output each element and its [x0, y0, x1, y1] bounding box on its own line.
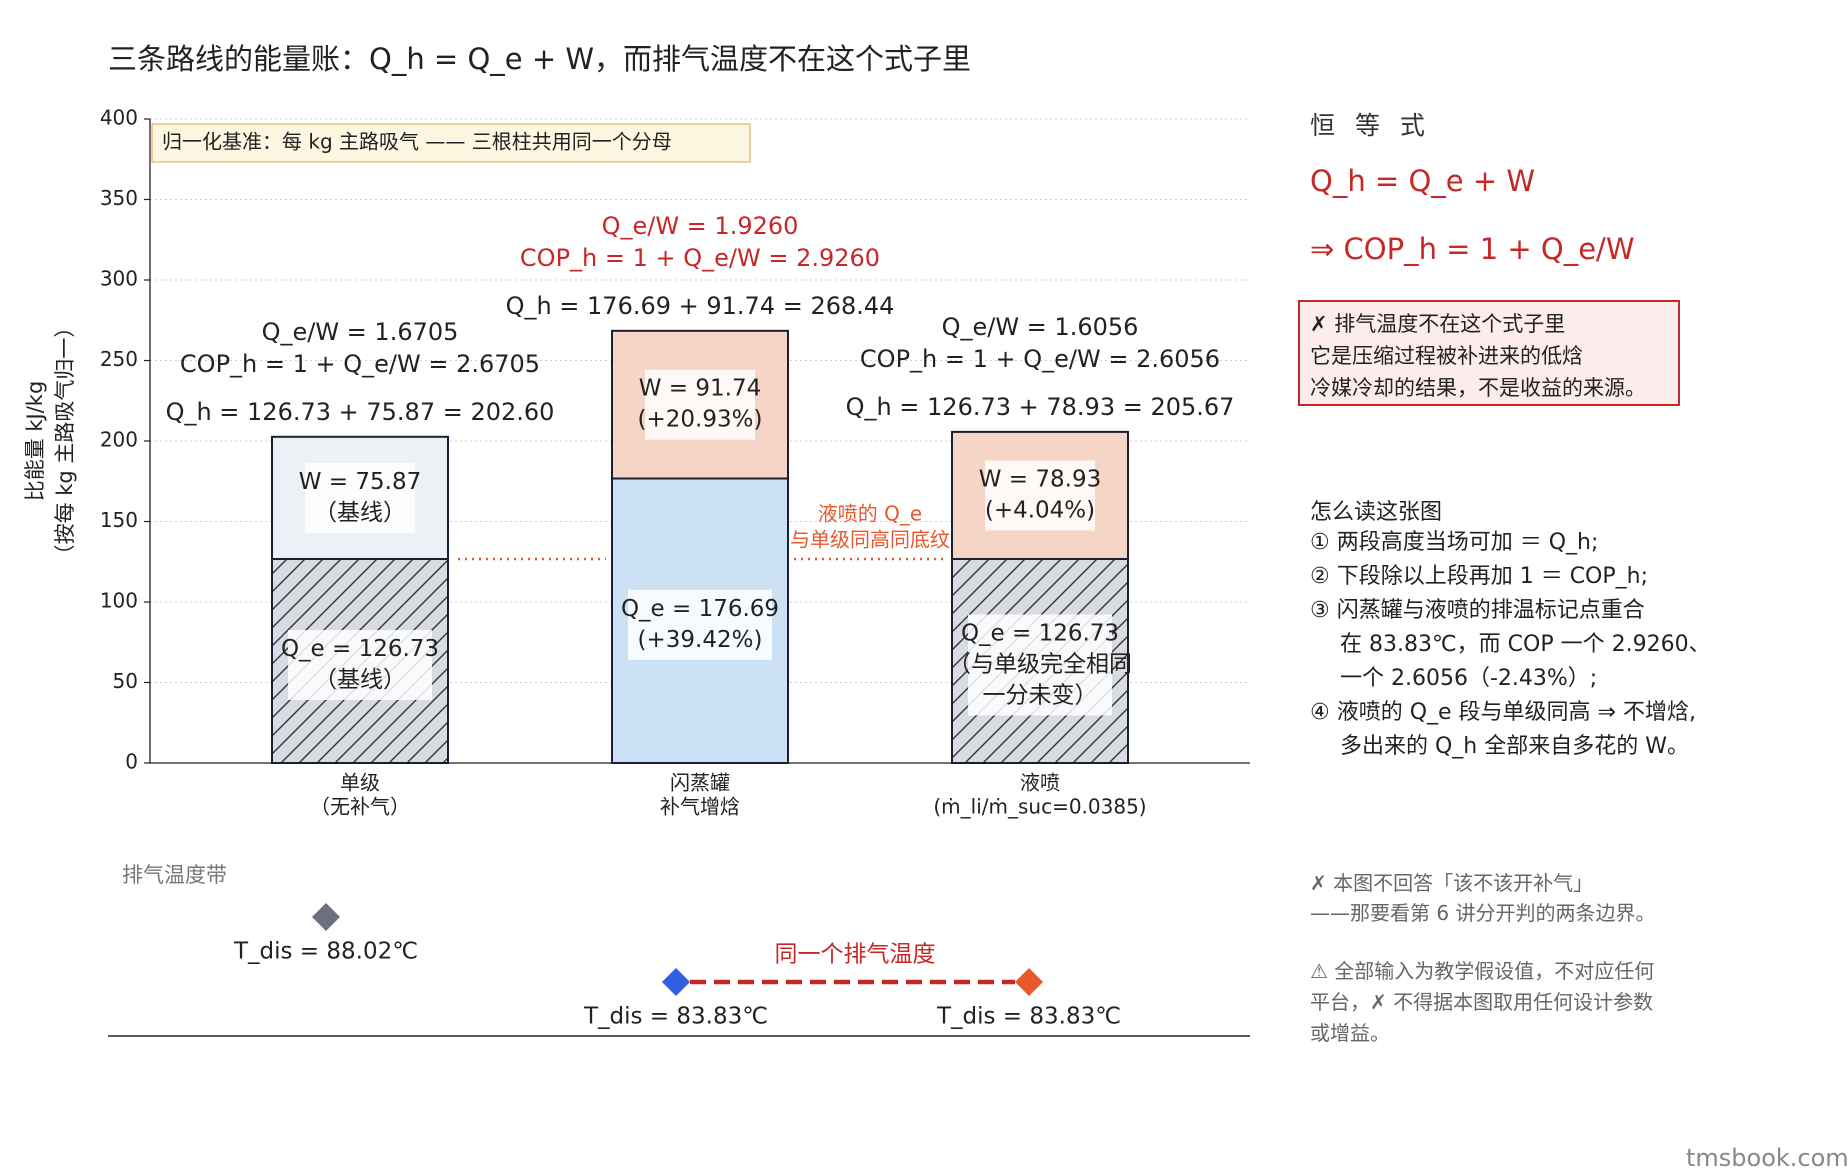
x-tick-label: (ṁ_li/ṁ_suc=0.0385) — [933, 795, 1146, 819]
howto-line: ② 下段除以上段再加 1 ＝ COP_h; — [1310, 564, 1648, 589]
q_e-data-label: (+39.42%) — [638, 627, 763, 653]
note-line: ✗ 本图不回答「该不该开补气」 — [1310, 871, 1594, 895]
w-data-label: (+20.93%) — [638, 407, 763, 433]
w-data-label: (+4.04%) — [985, 497, 1095, 523]
discharge-marker — [312, 903, 340, 931]
x-tick-label: 闪蒸罐 — [670, 771, 730, 795]
warning-line: ✗ 排气温度不在这个式子里 — [1310, 312, 1566, 336]
identity-heading: 恒 等 式 — [1310, 111, 1431, 140]
discharge-band-label: 排气温度带 — [122, 863, 227, 887]
howto-title: 怎么读这张图 — [1310, 500, 1443, 525]
howto-list: ① 两段高度当场可加 ＝ Q_h; ② 下段除以上段再加 1 ＝ COP_h; … — [1310, 526, 1711, 764]
discharge-marker — [1015, 968, 1043, 996]
ratio-annotation: Q_e/W = 1.6056 — [942, 313, 1139, 341]
baseline-note: 液喷的 Q_e — [818, 502, 922, 526]
normalization-note-box — [151, 123, 751, 163]
q_e-data-label: （基线） — [314, 667, 406, 693]
watermark: tmsbook.com — [1686, 1144, 1848, 1172]
q_h-annotation: Q_h = 126.73 + 78.93 = 205.67 — [846, 393, 1235, 421]
note-line: 或增益。 — [1310, 1021, 1390, 1045]
bar-outline — [951, 430, 1129, 764]
howto-line: ① 两段高度当场可加 ＝ Q_h; — [1310, 530, 1599, 555]
y-tick-label: 350 — [100, 186, 138, 210]
note-line: ⚠ 全部输入为教学假设值，不对应任何 — [1310, 959, 1655, 983]
y-axis-label: （按每 kg 主路吸气归一） — [53, 317, 77, 566]
howto-line: ④ 液喷的 Q_e 段与单级同高 ⇒ 不增焓, — [1310, 700, 1696, 725]
note-line: ——那要看第 6 讲分开判的两条边界。 — [1310, 901, 1656, 925]
segment-label-bg — [305, 462, 415, 533]
howto-line: 一个 2.6056（-2.43%）; — [1340, 666, 1598, 691]
segment-label-bg — [985, 460, 1095, 531]
segment-label-bg — [645, 369, 755, 440]
q_e-data-label: Q_e = 176.69 — [621, 596, 779, 622]
discharge-temp-label: T_dis = 83.83℃ — [583, 1004, 768, 1030]
warning-line: 它是压缩过程被补进来的低焓 — [1310, 344, 1583, 368]
y-tick-label: 400 — [100, 106, 138, 130]
baseline-note: 与单级同高同底纹 — [790, 528, 950, 552]
q_e-data-label: （与单级完全相同 — [948, 651, 1132, 677]
disclaimer-note: ⚠ 全部输入为教学假设值，不对应任何 平台，✗ 不得据本图取用任何设计参数 或增… — [1310, 956, 1654, 1049]
w-data-label: （基线） — [314, 500, 406, 526]
y-tick-label: 200 — [100, 428, 138, 452]
discharge-temp-label: T_dis = 88.02℃ — [233, 939, 418, 965]
cop-annotation: COP_h = 1 + Q_e/W = 2.6705 — [180, 350, 540, 378]
segment-label-bg — [628, 589, 772, 660]
q_h-annotation: Q_h = 176.69 + 91.74 = 268.44 — [506, 292, 895, 320]
q_h-annotation: Q_h = 126.73 + 75.87 = 202.60 — [166, 398, 555, 426]
w-data-label: W = 91.74 — [639, 376, 761, 402]
y-tick-label: 100 — [100, 589, 138, 613]
y-tick-label: 50 — [113, 669, 138, 693]
howto-line: 多出来的 Q_h 全部来自多花的 W。 — [1340, 734, 1689, 759]
note-line: 平台，✗ 不得据本图取用任何设计参数 — [1310, 990, 1654, 1014]
q_e-data-label: Q_e = 126.73 — [281, 636, 439, 662]
x-tick-label: 液喷 — [1020, 771, 1060, 795]
w-data-label: W = 78.93 — [979, 466, 1101, 492]
q_e-data-label: 一分未变） — [983, 682, 1098, 708]
x-tick-label: （无补气） — [310, 795, 410, 819]
y-tick-label: 0 — [125, 750, 138, 774]
discharge-temp-label: T_dis = 83.83℃ — [936, 1004, 1121, 1030]
x-tick-label: 补气增焓 — [660, 795, 740, 819]
bar-outline — [611, 329, 789, 764]
cop-annotation: COP_h = 1 + Q_e/W = 2.6056 — [860, 345, 1220, 373]
y-axis-label: 比能量 kJ/kg — [23, 381, 47, 502]
howto-line: 在 83.83℃，而 COP 一个 2.9260、 — [1340, 632, 1711, 657]
same-temperature-label: 同一个排气温度 — [775, 942, 936, 968]
w-data-label: W = 75.87 — [299, 469, 421, 495]
segment-label-bg — [288, 629, 432, 700]
ratio-annotation: Q_e/W = 1.6705 — [262, 318, 459, 346]
warning-box: ✗ 排气温度不在这个式子里 它是压缩过程被补进来的低焓 冷媒冷却的结果，不是收益… — [1298, 300, 1680, 406]
chart-title: 三条路线的能量账：Q_h = Q_e + W，而排气温度不在这个式子里 — [108, 42, 972, 76]
bar-outline — [271, 435, 449, 764]
q_e-data-label: Q_e = 126.73 — [961, 620, 1119, 646]
warning-line: 冷媒冷却的结果，不是收益的来源。 — [1310, 376, 1646, 400]
identity-equation-qh: Q_h = Q_e + W — [1310, 164, 1536, 198]
discharge-marker — [662, 968, 690, 996]
y-tick-label: 300 — [100, 267, 138, 291]
identity-equation-cop: ⇒ COP_h = 1 + Q_e/W — [1310, 232, 1635, 266]
ratio-annotation: Q_e/W = 1.9260 — [602, 212, 799, 240]
segment-label-bg — [968, 614, 1112, 716]
x-tick-label: 单级 — [340, 771, 380, 795]
normalization-note: 归一化基准：每 kg 主路吸气 —— 三根柱共用同一个分母 — [162, 130, 672, 154]
y-tick-label: 150 — [100, 508, 138, 532]
y-tick-label: 250 — [100, 347, 138, 371]
scope-note: ✗ 本图不回答「该不该开补气」 ——那要看第 6 讲分开判的两条边界。 — [1310, 868, 1655, 928]
howto-line: ③ 闪蒸罐与液喷的排温标记点重合 — [1310, 598, 1645, 623]
cop-annotation: COP_h = 1 + Q_e/W = 2.9260 — [520, 244, 880, 272]
